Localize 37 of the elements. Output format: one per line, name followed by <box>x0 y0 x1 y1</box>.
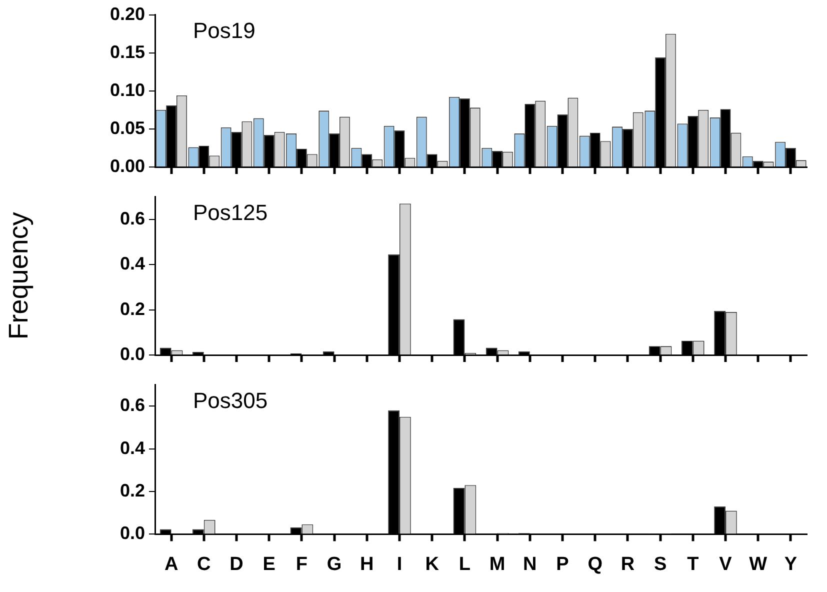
x-tick-label: L <box>458 554 471 575</box>
y-tick-label: 0.2 <box>120 480 145 500</box>
x-tick-label: K <box>425 554 440 575</box>
y-tick-label: 0.6 <box>120 395 145 416</box>
y-tick-label: 0.6 <box>120 208 145 228</box>
y-tick-label: 0.00 <box>110 156 145 176</box>
x-tick-label: R <box>620 554 635 575</box>
x-tick-label: V <box>719 554 732 575</box>
x-tick-label: I <box>396 554 402 575</box>
x-tick-label: C <box>197 554 212 575</box>
chart-title: Pos305 <box>193 388 268 413</box>
x-tick-label: A <box>164 554 178 575</box>
y-tick-label: 0.15 <box>110 42 145 62</box>
x-tick-label: D <box>230 554 244 575</box>
y-tick-label: 0.20 <box>110 4 145 24</box>
x-tick-label: H <box>360 554 374 575</box>
x-tick-label: M <box>489 554 506 575</box>
x-tick-label: W <box>749 554 768 575</box>
x-tick-label: S <box>654 554 667 575</box>
x-tick-label: F <box>296 554 308 575</box>
x-tick-label: E <box>262 554 276 575</box>
chart-title: Pos19 <box>193 18 256 43</box>
x-tick-label: P <box>556 554 570 575</box>
x-tick-label: G <box>326 554 342 575</box>
chart-title: Pos125 <box>193 200 268 225</box>
y-tick-label: 0.2 <box>120 298 145 319</box>
y-tick-label: 0.0 <box>120 344 145 364</box>
x-tick-label: Y <box>784 554 798 575</box>
x-tick-label: N <box>523 554 537 575</box>
y-tick-label: 0.0 <box>120 523 145 544</box>
y-tick-label: 0.4 <box>120 438 145 458</box>
y-tick-label: 0.4 <box>120 254 145 274</box>
y-axis-title: Frequency <box>4 212 34 340</box>
x-tick-label: Q <box>588 554 602 575</box>
x-tick-label: T <box>687 554 700 575</box>
y-tick-label: 0.05 <box>110 118 145 138</box>
y-tick-label: 0.10 <box>110 80 145 100</box>
